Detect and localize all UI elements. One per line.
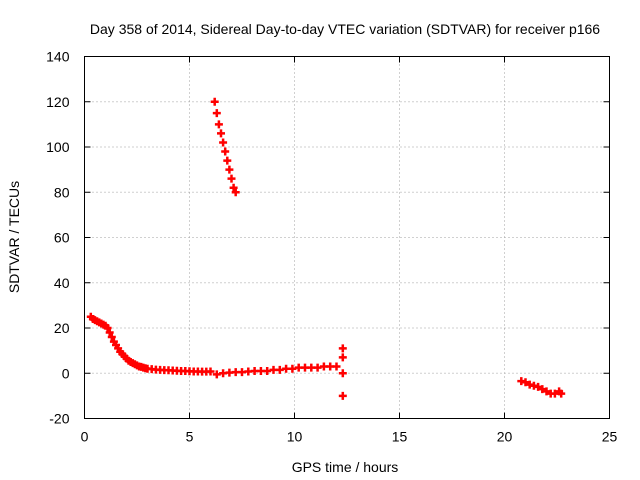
data-point (557, 389, 566, 398)
data-point (338, 391, 347, 400)
data-point (534, 382, 543, 391)
x-tick-label: 15 (392, 429, 408, 445)
series-flat (212, 362, 341, 379)
data-point (212, 109, 221, 118)
y-tick-label: 80 (54, 184, 70, 200)
series-steep-segment (210, 97, 240, 197)
y-tick-label: 120 (46, 94, 70, 110)
y-tick-label: 100 (46, 139, 70, 155)
axis-ticks: 0 5 10 15 20 25 -20 0 20 40 60 80 100 120 140 (46, 49, 617, 445)
y-tick-label: 0 (62, 365, 70, 381)
y-tick-label: 20 (54, 320, 70, 336)
series-decay (86, 312, 215, 376)
data-point (227, 174, 236, 183)
grid (84, 56, 610, 419)
data-point (231, 188, 240, 197)
data-point (521, 378, 530, 387)
data-point (538, 385, 547, 394)
data-point (338, 353, 347, 362)
plot-frame (84, 56, 610, 419)
data-point (223, 156, 232, 165)
y-axis-label: SDTVAR / TECUs (6, 181, 22, 293)
data-point (221, 147, 230, 156)
data-point (332, 362, 341, 371)
data-point (542, 387, 551, 396)
data-point (103, 324, 112, 332)
data-point (338, 344, 347, 353)
series-isolated (338, 344, 347, 400)
x-tick-label: 10 (287, 429, 303, 445)
series-late (517, 377, 566, 398)
y-tick-label: -20 (49, 411, 69, 427)
x-axis-label: GPS time / hours (292, 459, 399, 475)
x-tick-label: 25 (602, 429, 618, 445)
y-tick-label: 60 (54, 230, 70, 246)
data-point (219, 138, 228, 147)
data-point (210, 97, 219, 106)
data-point (225, 165, 234, 174)
y-tick-label: 40 (54, 275, 70, 291)
x-tick-label: 0 (81, 429, 89, 445)
data-point (214, 120, 223, 129)
x-tick-label: 20 (497, 429, 513, 445)
data-point (217, 129, 225, 138)
y-tick-label: 140 (46, 49, 70, 65)
chart-title: Day 358 of 2014, Sidereal Day-to-day VTE… (90, 21, 600, 37)
data-point (229, 183, 238, 192)
data-point (338, 369, 347, 378)
data-point (107, 333, 116, 342)
x-tick-label: 5 (186, 429, 194, 445)
data-points (86, 97, 566, 400)
data-point (105, 328, 114, 337)
data-point (206, 367, 215, 376)
